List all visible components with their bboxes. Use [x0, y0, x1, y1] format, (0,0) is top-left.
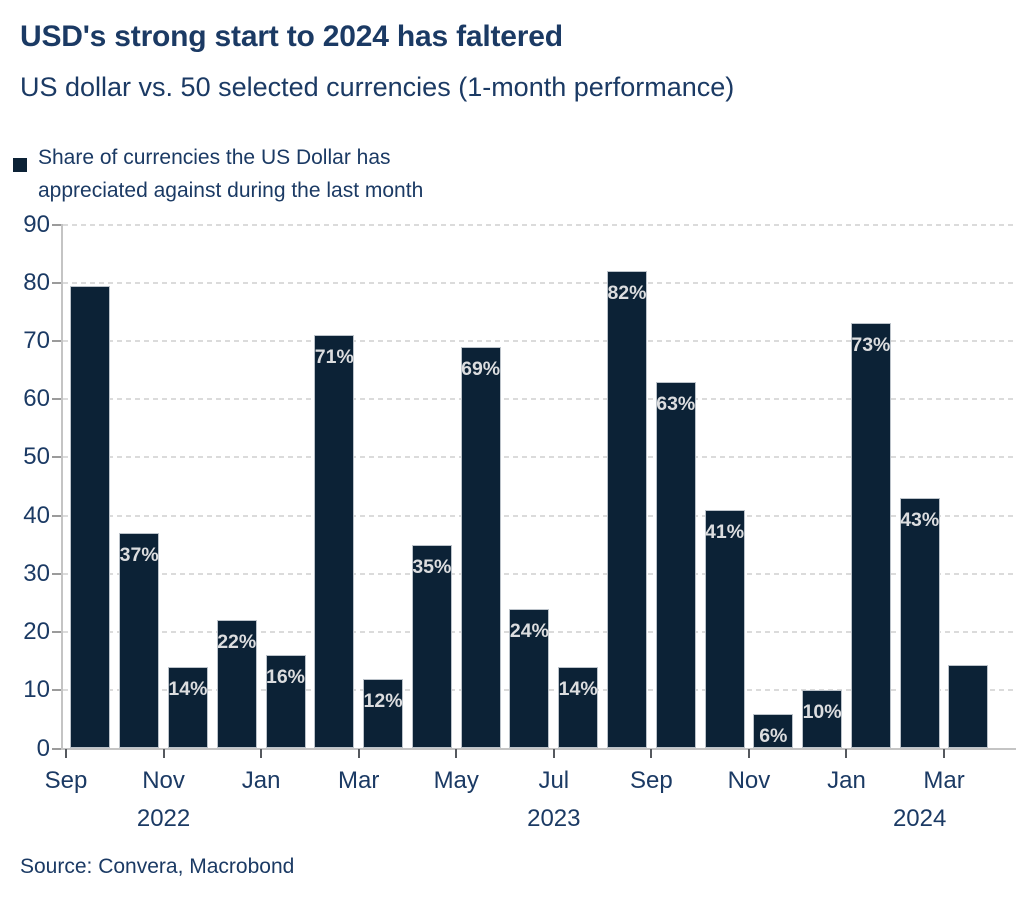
bar-value-label: 14% [168, 677, 208, 700]
bar-value-label: 63% [656, 392, 696, 415]
legend: Share of currencies the US Dollar has ap… [13, 141, 423, 207]
bar-value-label: 12% [363, 689, 403, 712]
bar [655, 381, 696, 749]
y-axis-label: 90 [23, 210, 50, 238]
bar-value-label: 6% [759, 724, 788, 747]
y-axis-tick [52, 456, 62, 459]
bar-value-label: 16% [265, 666, 306, 689]
bar [802, 690, 843, 749]
y-axis-label: 70 [23, 326, 50, 354]
x-axis-year-label: 2022 [136, 805, 191, 832]
gridline [63, 456, 1016, 459]
bar-value-label: 73% [851, 334, 891, 357]
gridline [63, 281, 1016, 284]
x-axis-label: Jan [241, 767, 281, 794]
x-axis-label: Mar [923, 767, 965, 794]
bar [460, 346, 501, 749]
x-axis-tick [943, 748, 946, 758]
bar [70, 285, 111, 749]
x-axis-tick [845, 748, 848, 758]
bar [704, 509, 745, 749]
x-axis-label: Jul [538, 767, 570, 794]
x-axis-tick [650, 748, 653, 758]
x-axis-tick [260, 748, 263, 758]
bar [119, 533, 160, 749]
bar-value-label: 43% [900, 509, 940, 532]
y-axis-tick [52, 572, 62, 575]
x-axis-label: Jan [827, 767, 866, 794]
x-axis-tick [552, 748, 555, 758]
x-axis-label: Mar [338, 767, 380, 794]
chart-subtitle: US dollar vs. 50 selected currencies (1-… [20, 72, 735, 102]
bar [558, 666, 599, 749]
y-axis-tick [52, 747, 62, 750]
y-axis-tick [52, 223, 62, 226]
y-axis-label: 10 [23, 676, 50, 704]
source-note: Source: Convera, Macrobond [20, 855, 295, 878]
legend-label: Share of currencies the US Dollar has ap… [38, 141, 423, 207]
bar-value-label: 35% [412, 555, 452, 578]
y-axis-label: 30 [23, 559, 50, 587]
bar [314, 335, 355, 749]
x-axis-year-label: 2024 [892, 805, 947, 832]
legend-label-line1: Share of currencies the US Dollar has [38, 146, 391, 169]
x-axis-tick [65, 748, 67, 758]
legend-square-swatch-icon [13, 158, 27, 172]
y-axis-label: 60 [23, 385, 50, 413]
x-axis-tick [455, 748, 458, 758]
x-axis-label: Sep [630, 767, 673, 794]
gridline [63, 398, 1016, 401]
y-axis-tick [52, 398, 62, 401]
x-axis-baseline [61, 747, 1016, 750]
y-axis-tick [52, 281, 62, 284]
bar [509, 608, 550, 749]
bar-value-label: 69% [461, 357, 501, 380]
gridline [63, 339, 1016, 342]
bar-value-label: 24% [509, 619, 549, 642]
x-axis-year-label: 2023 [527, 805, 581, 832]
y-axis-label: 20 [23, 618, 50, 646]
bar [363, 678, 404, 749]
gridline [63, 223, 1016, 226]
bar [167, 666, 208, 749]
y-axis-label: 50 [23, 443, 50, 471]
y-axis-tick [52, 631, 62, 634]
x-axis-label: May [433, 767, 479, 794]
bar [948, 665, 989, 749]
gridline [63, 514, 1016, 517]
bar-value-label: 22% [217, 631, 257, 654]
x-axis-tick [357, 748, 360, 758]
x-axis-label: Nov [142, 767, 185, 794]
x-axis-tick [747, 748, 750, 758]
chart-title: USD's strong start to 2024 has faltered [20, 20, 563, 53]
bar [899, 498, 940, 749]
bar [411, 544, 452, 749]
y-axis-label: 80 [23, 268, 50, 296]
y-axis-tick [52, 339, 62, 342]
y-axis-tick [52, 514, 62, 517]
gridline [63, 572, 1016, 575]
y-axis-label: 0 [36, 734, 50, 762]
x-axis-label: Nov [727, 767, 771, 794]
bar [216, 620, 257, 749]
bar-value-label: 14% [558, 677, 598, 700]
bar-value-label: 41% [705, 520, 745, 543]
bar [265, 655, 306, 749]
x-axis-label: Sep [44, 767, 88, 794]
legend-label-line2: appreciated against during the last mont… [38, 179, 424, 202]
y-axis-label: 40 [23, 501, 50, 529]
bar [850, 323, 891, 749]
bar [606, 271, 647, 749]
bar-value-label: 71% [314, 346, 354, 369]
y-axis-tick [52, 689, 62, 692]
x-axis-tick [162, 748, 165, 758]
y-axis-line [61, 224, 63, 749]
bar-value-label: 37% [119, 544, 159, 567]
bar-value-label: 82% [607, 282, 647, 305]
bar-value-label: 10% [802, 701, 842, 724]
bar [753, 713, 794, 749]
